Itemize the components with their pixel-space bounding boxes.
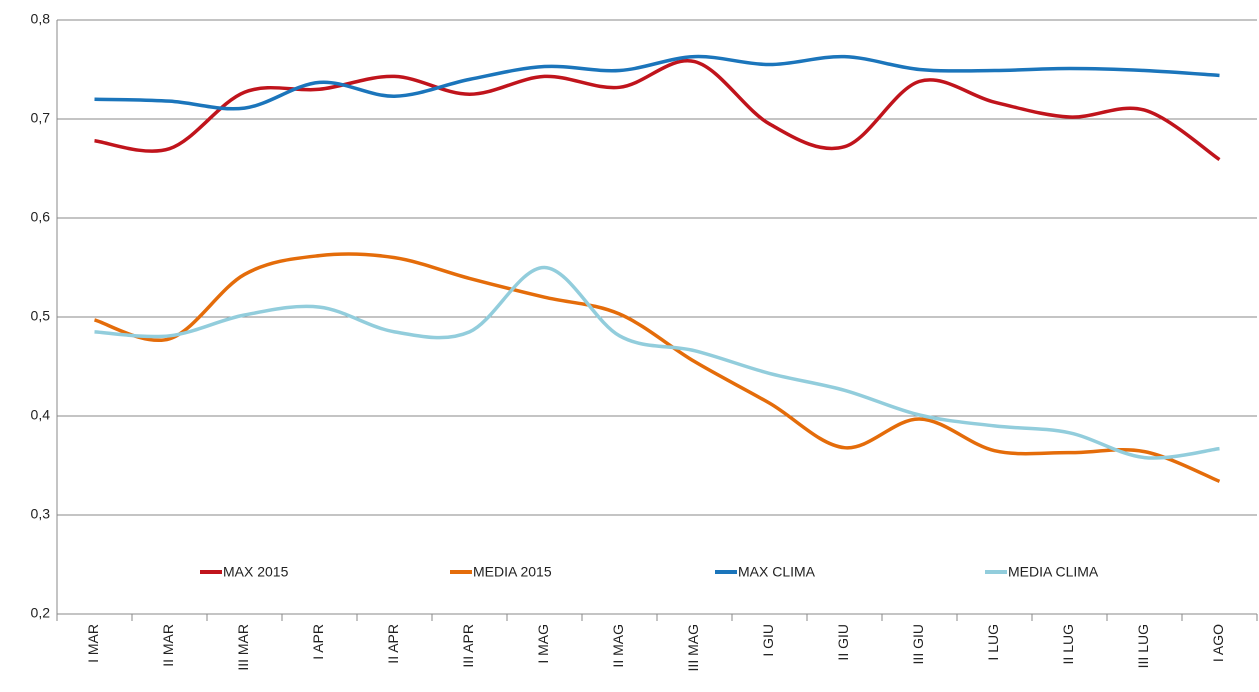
x-tick-label: II MAG — [610, 624, 626, 668]
legend-label: MAX 2015 — [223, 564, 289, 580]
series-line — [94, 265, 1220, 460]
legend-label: MEDIA 2015 — [473, 564, 552, 580]
x-tick-label: III MAG — [685, 624, 701, 671]
y-tick-label: 0,8 — [31, 11, 51, 27]
x-tick-label: III APR — [460, 624, 476, 668]
x-tick-label: I MAG — [535, 624, 551, 664]
legend-label: MAX CLIMA — [738, 564, 816, 580]
y-tick-label: 0,2 — [31, 605, 51, 621]
y-tick-label: 0,5 — [31, 308, 51, 324]
series-line — [93, 252, 1221, 483]
series-line — [94, 59, 1221, 162]
x-tick-label: I LUG — [985, 624, 1001, 661]
x-tick-label: I AGO — [1210, 624, 1226, 662]
x-tick-label: II GIU — [835, 624, 851, 661]
y-tick-label: 0,6 — [31, 209, 51, 225]
x-tick-label: I MAR — [85, 624, 101, 663]
x-tick-label: III LUG — [1135, 624, 1151, 668]
series-line — [94, 54, 1220, 111]
x-tick-label: II APR — [385, 624, 401, 664]
x-tick-label: III MAR — [235, 624, 251, 671]
x-tick-label: II LUG — [1060, 624, 1076, 664]
y-tick-label: 0,4 — [31, 407, 51, 423]
x-tick-label: II MAR — [160, 624, 176, 667]
y-tick-label: 0,3 — [31, 506, 51, 522]
x-tick-label: III GIU — [910, 624, 926, 664]
y-tick-label: 0,7 — [31, 110, 51, 126]
legend-label: MEDIA CLIMA — [1008, 564, 1099, 580]
x-tick-label: I APR — [310, 624, 326, 660]
x-tick-label: I GIU — [760, 624, 776, 657]
